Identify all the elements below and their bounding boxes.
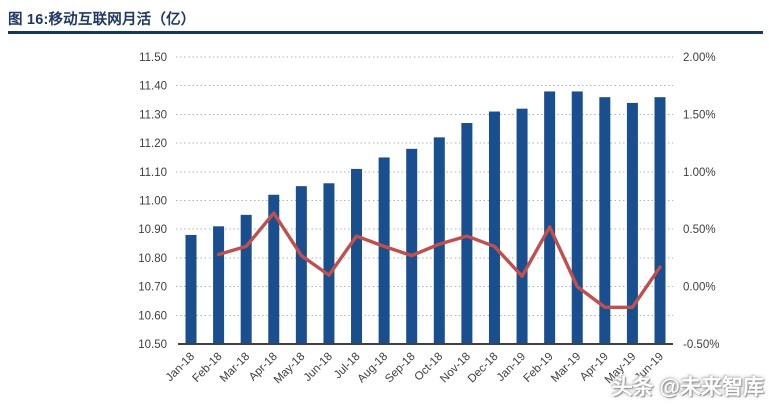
x-tick-label: Jun-19: [633, 351, 666, 384]
x-tick-label: Mar-19: [549, 351, 583, 385]
x-tick-label: May-18: [272, 351, 308, 387]
right-tick-label: 2.00%: [683, 52, 716, 64]
right-axis-labels: 2.00% 1.50% 1.00% 0.50% 0.00% -0.50%: [683, 52, 719, 351]
x-tick-label: Sep-18: [383, 351, 418, 386]
left-tick-label: 11.00: [139, 196, 167, 208]
right-tick-label: -0.50%: [683, 339, 719, 351]
left-tick-label: 10.90: [138, 224, 167, 236]
left-tick-label: 10.60: [138, 310, 167, 322]
left-tick-label: 11.20: [139, 138, 167, 150]
bar-Dec-18: [488, 111, 500, 344]
bar-Aug-18: [378, 157, 390, 344]
x-axis-labels: Jan-18Feb-18Mar-18Apr-18May-18Jun-18Jul-…: [164, 351, 666, 387]
x-tick-label: Jun-18: [302, 351, 335, 384]
left-tick-label: 11.40: [139, 81, 167, 93]
left-tick-label: 11.10: [139, 167, 167, 179]
bar-Sep-18: [406, 148, 418, 344]
left-tick-label: 10.50: [138, 339, 167, 351]
left-tick-label: 11.50: [139, 52, 167, 64]
bar-Jun-18: [323, 183, 335, 344]
growth-line: [216, 211, 662, 309]
bar-Jan-19: [516, 108, 528, 344]
bar-Jan-18: [185, 234, 197, 344]
bar-May-19: [626, 102, 638, 344]
bar-series: [185, 91, 666, 345]
bar-Feb-19: [544, 91, 556, 344]
right-tick-label: 0.50%: [683, 224, 716, 236]
bar-Nov-18: [461, 123, 473, 344]
x-tick-label: Mar-18: [218, 351, 252, 385]
left-tick-label: 10.70: [138, 282, 167, 294]
bar-Jun-19: [654, 97, 666, 345]
title-underline: [8, 31, 763, 34]
x-tick-label: Feb-18: [190, 351, 224, 385]
bar-Apr-18: [268, 194, 280, 344]
bar-Oct-18: [433, 137, 445, 344]
x-tick-label: Dec-18: [466, 351, 501, 386]
right-tick-label: 1.00%: [683, 167, 716, 179]
bar-May-18: [295, 186, 307, 344]
left-axis-labels: 11.50 11.40 11.30 11.20 11.10 11.00 10.90 10.80…: [138, 52, 167, 351]
bar-Feb-18: [213, 226, 225, 344]
right-tick-label: 0.00%: [683, 282, 716, 294]
bar-Mar-19: [571, 91, 583, 344]
x-tick-label: Feb-19: [522, 351, 556, 385]
x-tick-label: May-19: [603, 351, 639, 387]
bar-Jul-18: [351, 168, 363, 344]
left-tick-label: 10.80: [138, 253, 167, 265]
bar-Apr-19: [599, 97, 611, 345]
figure-title: 图 16:移动互联网月活（亿）: [8, 12, 196, 28]
bar-Mar-18: [240, 214, 252, 344]
left-tick-label: 11.30: [139, 109, 167, 121]
right-tick-label: 1.50%: [683, 109, 716, 121]
